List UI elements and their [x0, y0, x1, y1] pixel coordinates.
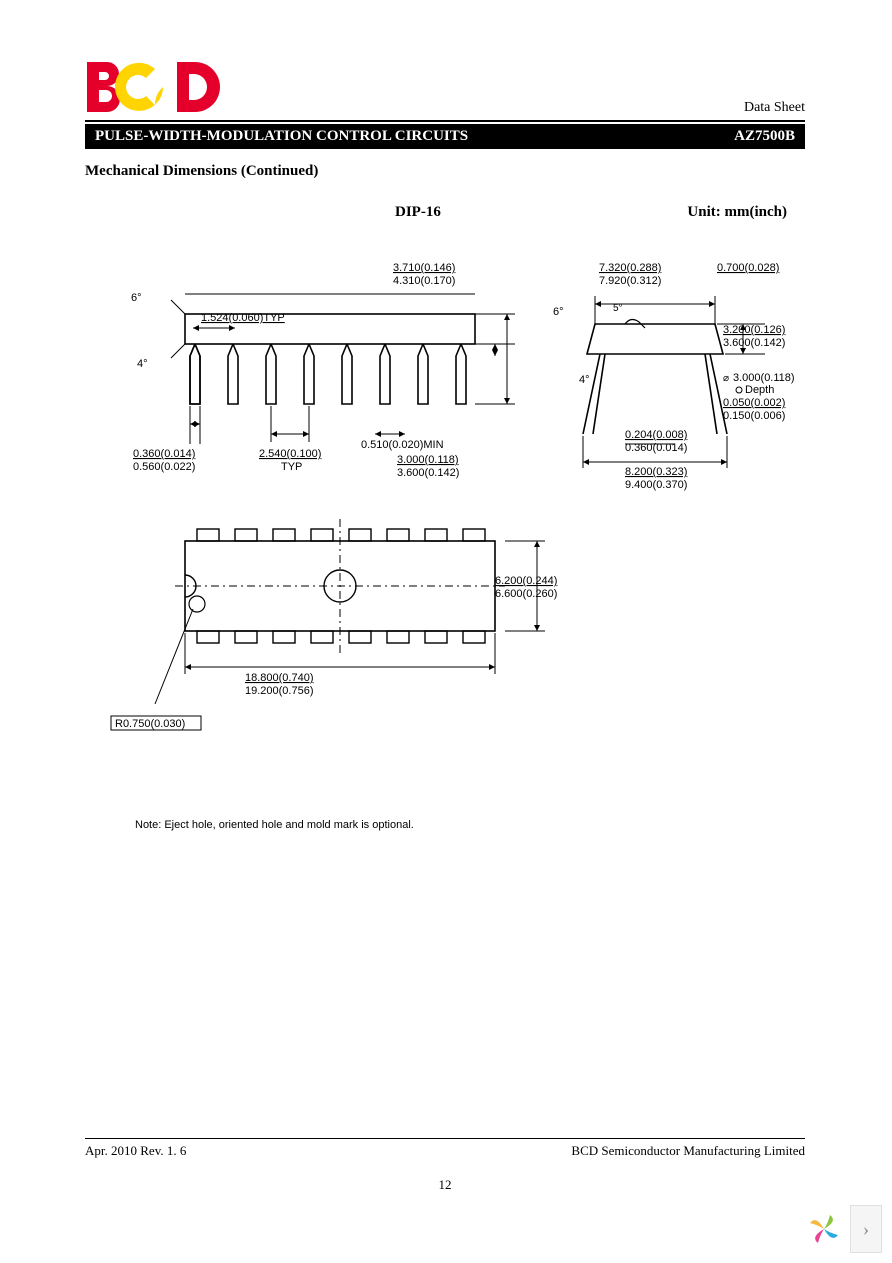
band-title-left: PULSE-WIDTH-MODULATION CONTROL CIRCUITS	[95, 128, 468, 145]
chevron-right-icon: ›	[863, 1219, 869, 1240]
package-name: DIP-16	[395, 204, 441, 221]
dim-pinpitch-typ: 1.524(0.060)TYP	[201, 312, 285, 324]
dim-toplen-a: 18.800(0.740)	[245, 672, 314, 684]
page-number: 12	[85, 1177, 805, 1193]
title-band: PULSE-WIDTH-MODULATION CONTROL CIRCUITS …	[85, 124, 805, 149]
dim-dia-sym: ⌀	[723, 373, 729, 384]
dim-pitch-typ: TYP	[281, 461, 302, 473]
dim-endw-bot: 7.920(0.312)	[599, 275, 661, 287]
dim-leadw-bot: 0.560(0.022)	[133, 461, 195, 473]
dim-shoulder-top: 3.000(0.118)	[397, 454, 459, 466]
page-footer: Apr. 2010 Rev. 1. 6 BCD Semiconductor Ma…	[85, 1138, 805, 1193]
dim-rowsp-bot: 9.400(0.370)	[625, 479, 687, 491]
dim-bodyh-bot: 3.600(0.142)	[723, 337, 785, 349]
pinwheel-icon[interactable]	[806, 1211, 842, 1247]
dim-seating-dia: 3.000(0.118)	[733, 372, 795, 384]
dim-lead-thk: 0.510(0.020)MIN	[361, 439, 444, 451]
dim-pitch: 2.540(0.100)	[259, 448, 321, 460]
footer-company: BCD Semiconductor Manufacturing Limited	[571, 1143, 805, 1159]
dim-bodyh-top: 3.200(0.126)	[723, 324, 785, 336]
dim-bodylen-bot: 4.310(0.170)	[393, 275, 455, 287]
dim-angle4b: 4°	[579, 374, 590, 386]
dim-angle6a: 6°	[131, 292, 142, 304]
dim-leadw-top: 0.360(0.014)	[133, 448, 195, 460]
footer-revision: Apr. 2010 Rev. 1. 6	[85, 1143, 186, 1159]
dim-angle5: 5°	[613, 303, 623, 314]
dim-topw-b: 6.600(0.260)	[495, 588, 557, 600]
dim-angle4a: 4°	[137, 358, 148, 370]
unit-label: Unit: mm(inch)	[687, 204, 787, 221]
dim-endw-top: 7.320(0.288)	[599, 262, 661, 274]
footer-rule	[85, 1138, 805, 1139]
dim-notch-r: 0.700(0.028)	[717, 262, 779, 274]
drawing-note: Note: Eject hole, oriented hole and mold…	[135, 819, 805, 831]
dim-top-r: R0.750(0.030)	[115, 718, 185, 730]
dim-angle6b: 6°	[553, 306, 564, 318]
dim-bodylen-top: 3.710(0.146)	[393, 262, 455, 274]
header-rule	[85, 120, 805, 122]
dim-seating-top: 0.050(0.002)	[723, 397, 785, 409]
package-heading-row: DIP-16 Unit: mm(inch)	[85, 204, 805, 221]
band-title-right: AZ7500B	[734, 128, 795, 145]
scroll-next-button[interactable]: ›	[850, 1205, 882, 1253]
mechanical-drawing: 6° 4° 1.524(0.060)TYP 3.710(0.146) 4.310…	[95, 249, 795, 779]
dim-seating-depth: Depth	[745, 384, 774, 396]
dim-standoff-bot: 0.360(0.014)	[625, 442, 687, 454]
scroll-widget: ›	[806, 1205, 882, 1253]
dim-toplen-b: 19.200(0.756)	[245, 685, 314, 697]
dim-shoulder-bot: 3.600(0.142)	[397, 467, 459, 479]
dim-seating-bot: 0.150(0.006)	[723, 410, 785, 422]
dim-topw-a: 6.200(0.244)	[495, 575, 557, 587]
dim-standoff-top: 0.204(0.008)	[625, 429, 687, 441]
dim-rowsp-top: 8.200(0.323)	[625, 466, 687, 478]
section-title: Mechanical Dimensions (Continued)	[85, 163, 805, 180]
